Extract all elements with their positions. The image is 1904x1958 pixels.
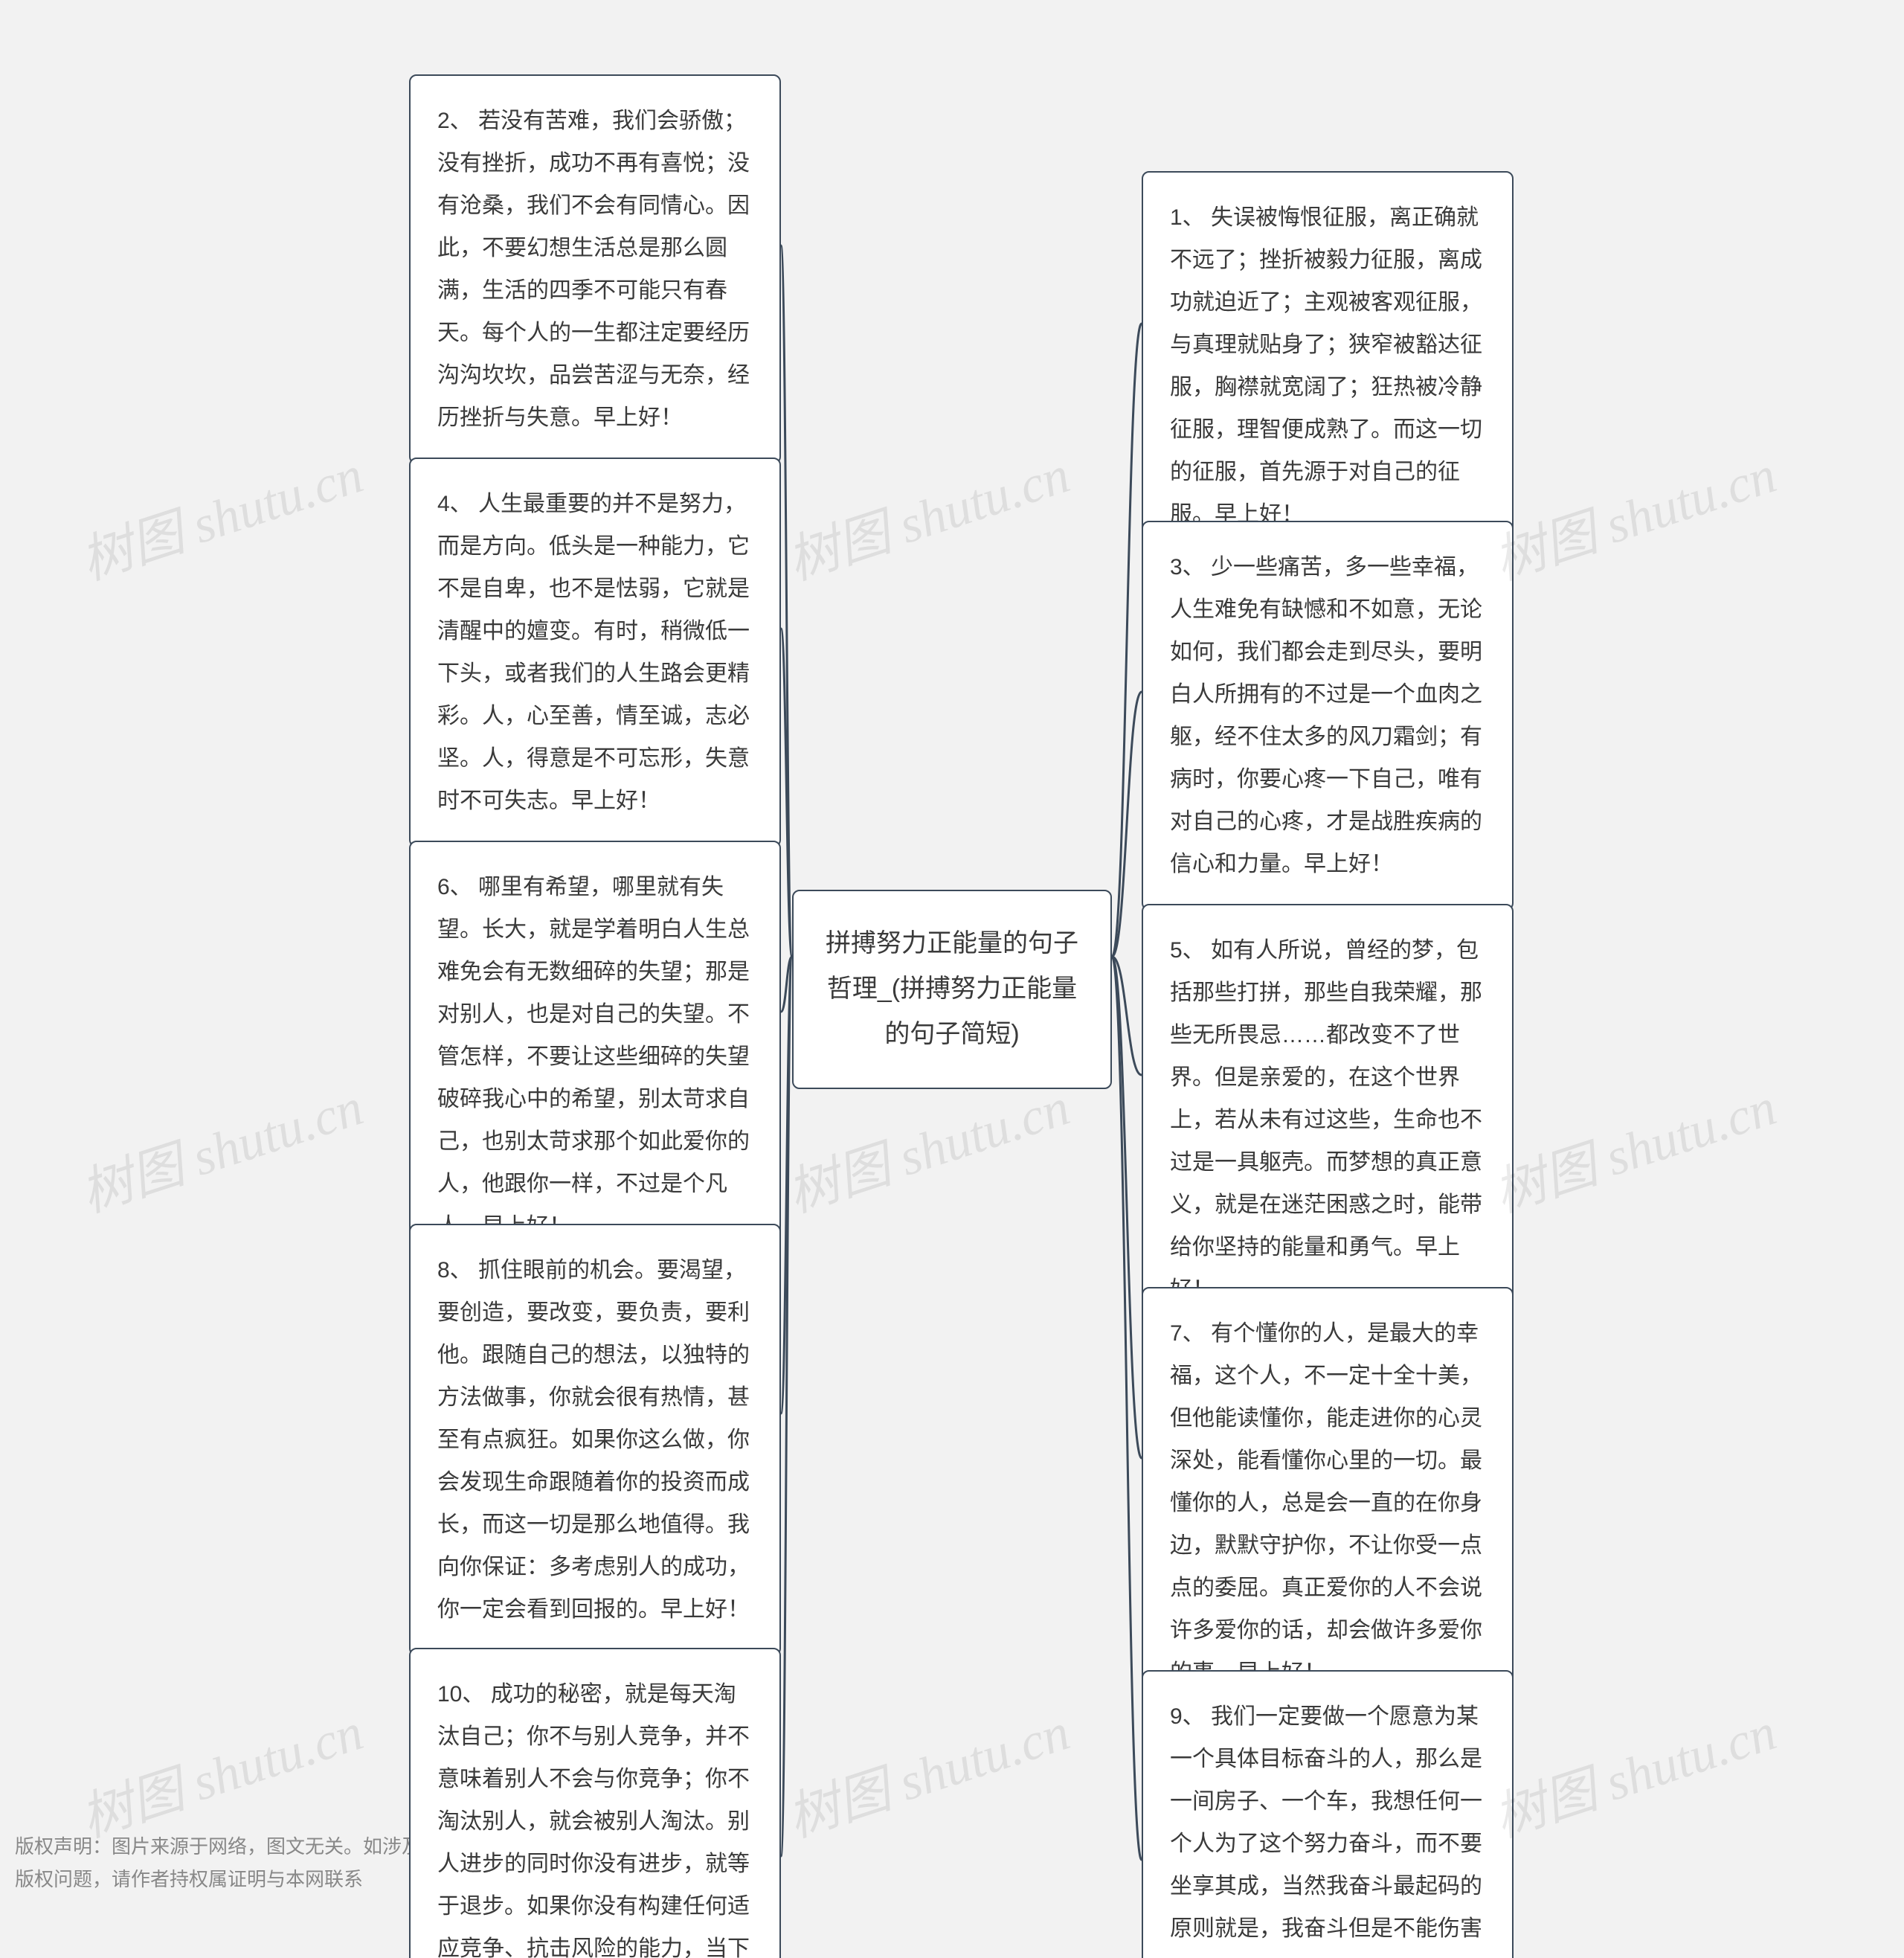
branch-node-n8: 8、 抓住眼前的机会。要渴望，要创造，要改变，要负责，要利他。跟随自己的想法，以… [409, 1224, 781, 1656]
copyright-notice: 版权声明：图片来源于网络，图文无关。如涉及版权问题，请作者持权属证明与本网联系 [15, 1830, 431, 1896]
branch-node-n7: 7、 有个懂你的人，是最大的幸福，这个人，不一定十全十美，但他能读懂你，能走进你… [1142, 1287, 1514, 1719]
branch-node-n5: 5、 如有人所说，曾经的梦，包括那些打拼，那些自我荣耀，那些无所畏忌……都改变不… [1142, 904, 1514, 1336]
branch-node-n10: 10、 成功的秘密，就是每天淘汰自己；你不与别人竞争，并不意味着别人不会与你竞争… [409, 1648, 781, 1958]
branch-node-n6: 6、 哪里有希望，哪里就有失望。长大，就是学着明白人生总难免会有无数细碎的失望；… [409, 841, 781, 1273]
branch-node-n9: 9、 我们一定要做一个愿意为某一个具体目标奋斗的人，那么是一间房子、一个车，我想… [1142, 1670, 1514, 1958]
branch-node-n3: 3、 少一些痛苦，多一些幸福，人生难免有缺憾和不如意，无论如何，我们都会走到尽头… [1142, 521, 1514, 911]
branch-node-n2: 2、 若没有苦难，我们会骄傲；没有挫折，成功不再有喜悦；没有沧桑，我们不会有同情… [409, 74, 781, 464]
center-node: 拼搏努力正能量的句子哲理_(拼搏努力正能量的句子简短) [792, 890, 1112, 1089]
branch-node-n4: 4、 人生最重要的并不是努力，而是方向。低头是一种能力，它不是自卑，也不是怯弱，… [409, 458, 781, 847]
branch-node-n1: 1、 失误被悔恨征服，离正确就不远了；挫折被毅力征服，离成功就迫近了；主观被客观… [1142, 171, 1514, 561]
